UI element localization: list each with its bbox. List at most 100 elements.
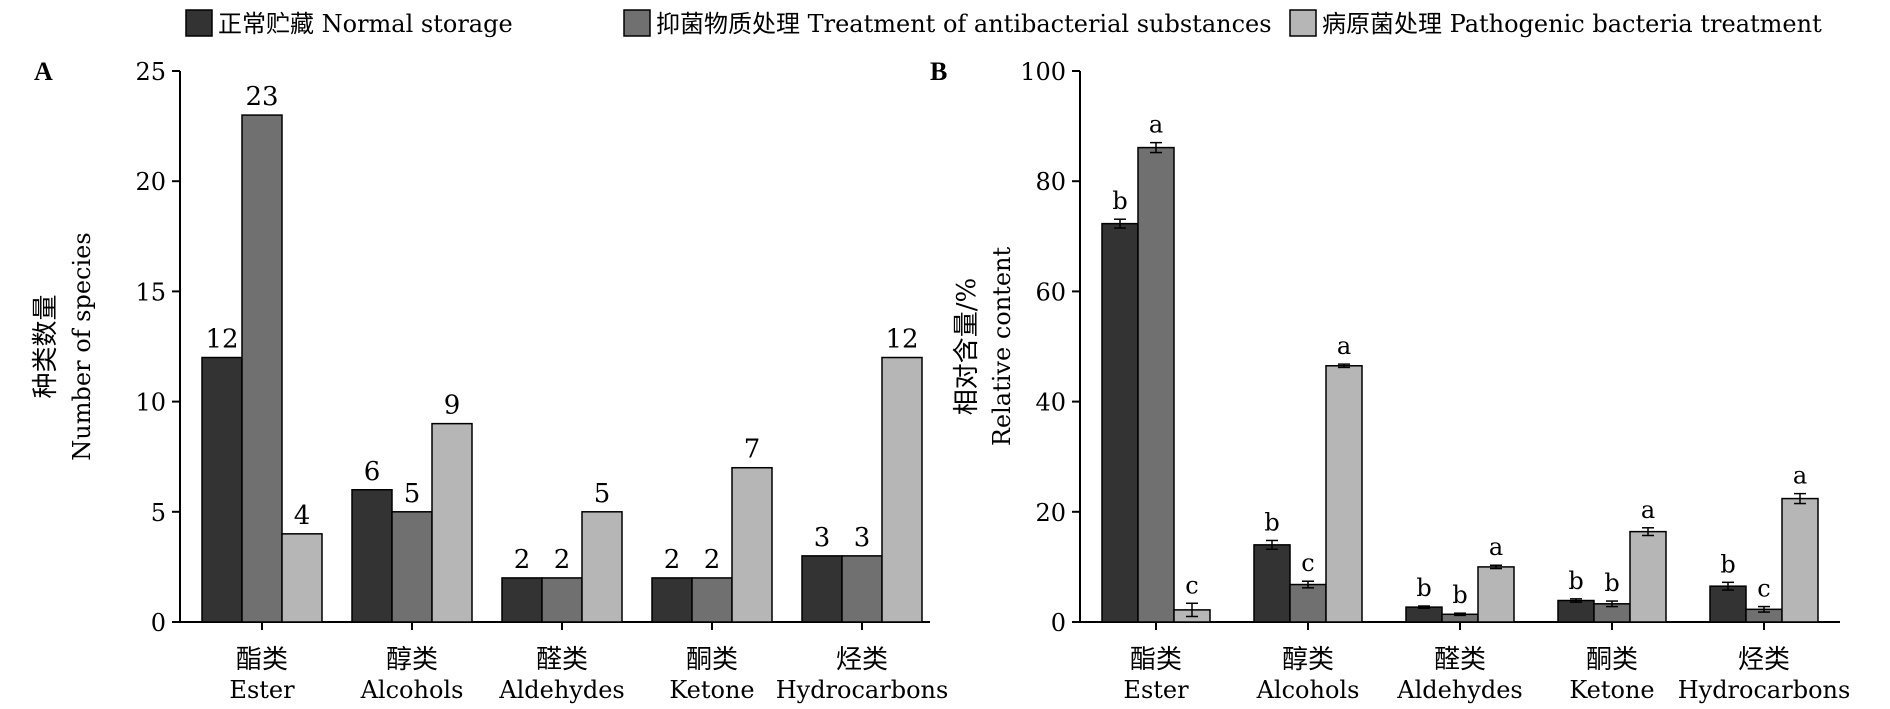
panel-b-letter: B <box>930 57 947 86</box>
panel-b-data-label: a <box>1149 111 1163 139</box>
legend-swatch-2 <box>623 9 651 37</box>
panel-a-data-label: 5 <box>594 479 611 509</box>
panel-a-ylabel-cn: 种类数量 <box>31 294 61 398</box>
panel-a-data-label: 2 <box>704 545 721 575</box>
panel-a-data-label: 2 <box>514 545 531 575</box>
panel-b-bar-2-2 <box>1289 583 1327 623</box>
panel-a-bar-2-3 <box>541 577 583 623</box>
panel-b-xtick-label-en: Ester <box>1123 676 1189 704</box>
panel-b-xtick-label-cn: 烃类 <box>1738 645 1790 675</box>
panel-a-bar-3-4 <box>731 466 773 623</box>
panel-a-bar-1-2 <box>351 489 393 623</box>
panel-b-bar-1-3 <box>1405 606 1443 623</box>
panel-a-bar-2-4 <box>691 577 733 623</box>
panel-b-ytick-label: 0 <box>1051 609 1066 637</box>
chart-panel-b: 0 20 40 60 80 100 相对含量/% Relative content b a c 酯类E… <box>952 58 1850 704</box>
panel-a-bar-2-5 <box>841 555 883 623</box>
legend-label-3: 病原菌处理 Pathogenic bacteria treatment <box>1322 10 1822 38</box>
panel-a-bar-3-1 <box>281 533 323 623</box>
panel-b-data-label: b <box>1604 569 1619 597</box>
panel-a-xtick-label-cn: 醛类 <box>536 645 588 675</box>
legend-swatch-1 <box>185 9 213 37</box>
panel-b-data-label: c <box>1185 571 1198 599</box>
panel-b-ylabel-cn: 相对含量/% <box>952 278 982 415</box>
panel-b-xtick-label-en: Aldehydes <box>1396 676 1522 704</box>
panel-a-data-label: 23 <box>245 82 278 112</box>
panel-b-ytick-label: 20 <box>1035 499 1066 527</box>
legend-label-2: 抑菌物质处理 Treatment of antibacterial substa… <box>656 10 1272 38</box>
panel-b-ylabel-en: Relative content <box>988 247 1016 447</box>
panel-b-ytick-label: 60 <box>1035 278 1066 306</box>
panel-b-ytick-label: 40 <box>1035 389 1066 417</box>
panel-a-bar-2-2 <box>391 511 433 623</box>
panel-b-bar-3-3 <box>1477 566 1515 623</box>
panel-a-data-label: 2 <box>664 545 681 575</box>
panel-a-data-label: 9 <box>444 391 461 421</box>
panel-a-bar-1-4 <box>651 577 693 623</box>
panel-b-xtick-label-cn: 酯类 <box>1130 645 1182 675</box>
panel-a-data-label: 12 <box>205 325 238 355</box>
panel-b-ytick-label: 100 <box>1020 58 1066 86</box>
panel-a-ytick-label: 20 <box>135 168 166 196</box>
panel-b-data-label: b <box>1416 574 1431 602</box>
panel-b-data-label: a <box>1489 533 1503 561</box>
panel-b-bar-1-4 <box>1557 599 1595 623</box>
panel-b-bar-3-2 <box>1325 365 1363 623</box>
panel-b-data-label: b <box>1568 567 1583 595</box>
panel-a-xtick-label-en: Aldehydes <box>498 676 624 704</box>
panel-a-bar-2-1 <box>241 114 283 623</box>
panel-a-xtick-label-cn: 醇类 <box>386 645 438 675</box>
panel-a-data-label: 2 <box>554 545 571 575</box>
panel-b-bar-2-1 <box>1137 146 1175 623</box>
panel-a-xtick-label-en: Alcohols <box>360 676 464 704</box>
panel-a-xtick-label-en: Ester <box>229 676 295 704</box>
panel-a-ytick-label: 0 <box>151 609 166 637</box>
panel-a-bar-1-3 <box>501 577 543 623</box>
panel-a-bar-3-5 <box>881 356 923 623</box>
panel-b-xtick-label-cn: 酮类 <box>1586 645 1638 675</box>
panel-a-ytick-label: 15 <box>135 278 166 306</box>
legend: 正常贮藏 Normal storage 抑菌物质处理 Treatment of a… <box>185 9 1822 38</box>
panel-a-xtick-label-en: Ketone <box>669 676 754 704</box>
panel-a-xtick-label-en: Hydrocarbons <box>776 676 949 704</box>
panel-b-data-label: a <box>1641 496 1655 524</box>
panel-b-data-label: b <box>1264 508 1279 536</box>
panel-a-xtick-label-cn: 酮类 <box>686 645 738 675</box>
panel-b-xtick-label-cn: 醛类 <box>1434 645 1486 675</box>
panel-a-bar-3-2 <box>431 422 473 623</box>
panel-b-bar-1-1 <box>1101 222 1139 623</box>
panel-a-ytick-label: 5 <box>151 499 166 527</box>
legend-swatch-3 <box>1289 9 1317 37</box>
panel-a-data-label: 6 <box>364 457 381 487</box>
panel-a-ytick-label: 25 <box>135 58 166 86</box>
panel-b-xtick-label-en: Hydrocarbons <box>1678 676 1851 704</box>
panel-b-bar-1-5 <box>1709 585 1747 623</box>
panel-b-bar-3-5 <box>1781 497 1819 623</box>
panel-a-data-label: 7 <box>744 435 761 465</box>
panel-b-data-label: c <box>1757 575 1770 603</box>
panel-a-ylabel-en: Number of species <box>68 232 96 460</box>
panel-b-data-label: b <box>1112 187 1127 215</box>
panel-b-bar-3-4 <box>1629 530 1667 623</box>
panel-b-xtick-label-cn: 醇类 <box>1282 645 1334 675</box>
panel-a-letter: A <box>34 57 53 86</box>
panel-b-data-label: c <box>1301 549 1314 577</box>
panel-b-xtick-label-en: Ketone <box>1569 676 1654 704</box>
panel-a-data-label: 3 <box>814 523 831 553</box>
panel-a-data-label: 4 <box>294 501 311 531</box>
panel-a-data-label: 3 <box>854 523 871 553</box>
panel-a-bar-1-1 <box>201 356 243 623</box>
panel-b-bar-1-2 <box>1253 544 1291 623</box>
panel-b-data-label: a <box>1337 332 1351 360</box>
panel-a-data-label: 5 <box>404 479 421 509</box>
panel-a-xtick-label-cn: 酯类 <box>236 645 288 675</box>
panel-a-bar-3-3 <box>581 511 623 623</box>
panel-b-ytick-label: 80 <box>1035 168 1066 196</box>
panel-a-ytick-label: 10 <box>135 389 166 417</box>
panel-b-xtick-label-en: Alcohols <box>1256 676 1360 704</box>
panel-a-bar-1-5 <box>801 555 843 623</box>
panel-a-xtick-label-cn: 烃类 <box>836 645 888 675</box>
panel-b-data-label: a <box>1793 462 1807 490</box>
